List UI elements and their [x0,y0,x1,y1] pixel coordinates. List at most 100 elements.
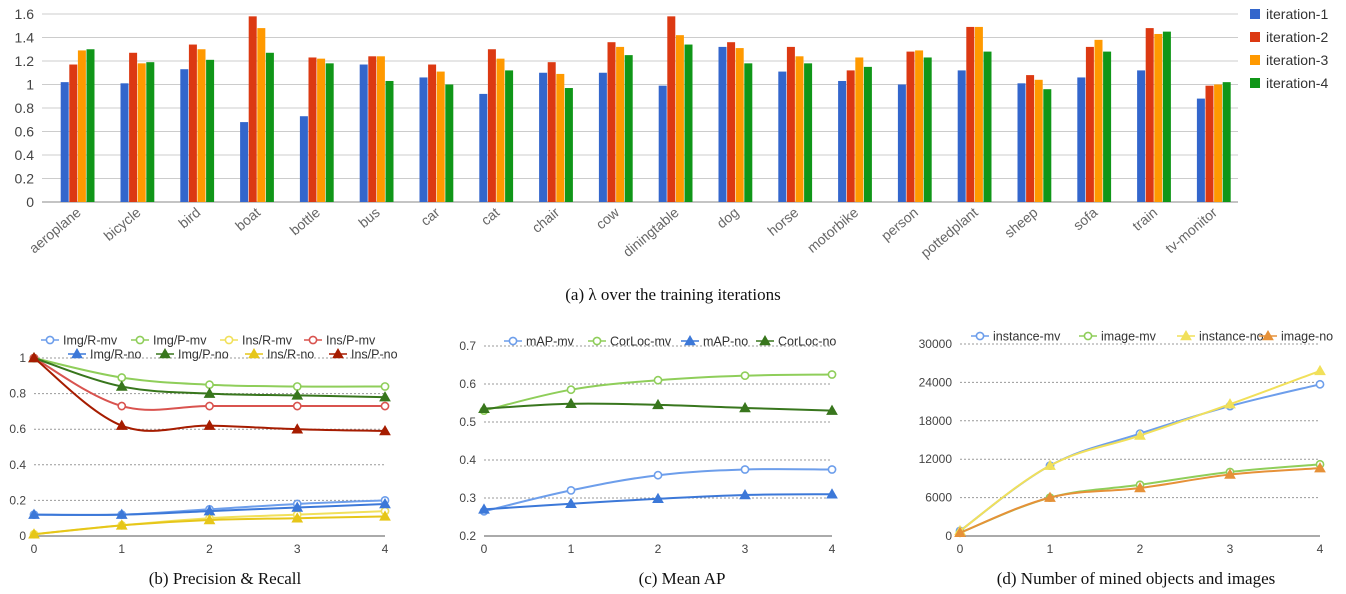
legend-label: iteration-4 [1266,75,1328,91]
y-tick-label: 0.2 [9,493,26,507]
bar [299,116,308,202]
bar [744,63,753,202]
data-point [203,513,216,525]
legend-label: mAP-no [703,335,748,349]
legend-label: CorLoc-no [778,335,836,349]
bar [1137,70,1146,203]
bar [146,62,155,202]
data-point [1315,379,1325,389]
data-point [1044,459,1056,470]
x-tick-label: bird [175,204,203,231]
data-point [380,382,390,391]
bar [240,122,249,202]
legend-swatch [1250,32,1260,42]
x-tick-label: 0 [481,542,488,556]
legend-marker [1180,329,1192,341]
y-tick-label: 0.2 [459,529,476,543]
bar [539,72,548,202]
bar [795,56,804,202]
y-tick-label: 0.7 [459,339,476,353]
data-point [117,373,127,382]
y-tick-label: 0.8 [9,387,26,401]
data-point [652,398,664,410]
bar [675,35,684,203]
y-tick-label: 1 [26,77,34,93]
y-tick-label: 0 [19,529,26,543]
bar [60,82,69,202]
bar [436,71,445,202]
series-line [959,467,1321,534]
x-tick-label: sheep [1001,204,1041,241]
bar [718,46,727,203]
bar [616,46,625,203]
bar [197,49,206,202]
x-tick-label: horse [764,204,801,239]
bar [206,59,215,203]
legend-label: mAP-mv [526,335,575,349]
x-tick-label: diningtable [620,204,682,260]
data-point [292,401,302,411]
y-tick-label: 0.6 [9,422,26,436]
bar [915,50,924,202]
legend-swatch [1250,55,1260,65]
bar [906,51,915,202]
y-tick-label: 0.6 [15,124,35,140]
bar [846,70,855,203]
legend-label: Ins/R-mv [242,334,293,348]
x-tick-label: bottle [287,204,324,238]
data-point [1314,462,1326,473]
bar [778,71,787,202]
bar [188,44,197,202]
data-point [565,497,577,508]
bar [607,42,616,203]
x-tick-label: person [878,204,921,244]
caption-c: (c) Mean AP [639,569,726,588]
data-point [652,492,664,504]
bar [1154,33,1163,202]
legend-marker [308,335,318,345]
legend-marker [71,347,83,359]
data-point [292,382,302,391]
bar [496,58,505,203]
data-point [478,402,490,413]
legend-label: Img/P-mv [153,334,207,348]
data-point [826,404,838,415]
x-tick-label: dog [713,204,741,231]
bar [957,70,966,203]
x-tick-label: sofa [1070,204,1101,233]
bar [479,93,488,202]
bar [137,63,146,202]
y-tick-label: 1.6 [15,6,35,22]
bar [1077,77,1086,202]
x-tick-label: 0 [31,542,38,556]
bar [69,64,78,203]
y-tick-label: 0 [26,194,34,210]
data-point [115,380,128,391]
x-tick-label: 3 [1227,542,1234,556]
bar [556,73,565,202]
x-tick-label: 2 [655,542,662,556]
data-point [566,385,576,395]
data-point [653,375,663,385]
y-tick-label: 0.6 [459,377,476,391]
legend-label: instance-mv [993,330,1061,344]
legend-label: Img/R-mv [63,334,118,348]
data-point [379,510,391,521]
bar [658,85,667,202]
x-tick-label: tv-monitor [1162,204,1220,256]
legend-label: CorLoc-mv [610,335,672,349]
bar [1085,46,1094,203]
x-tick-label: 4 [829,542,836,556]
data-point [954,526,966,538]
legend-label: Ins/P-no [351,348,398,362]
legend-swatch [1250,9,1260,19]
data-point [205,401,214,411]
data-point [117,401,127,411]
bar [428,64,437,203]
y-tick-label: 0.2 [15,171,35,187]
y-tick-label: 6000 [925,491,952,505]
x-tick-label: aeroplane [26,204,84,256]
x-tick-label: 2 [206,542,213,556]
bar [1162,31,1171,202]
bar [248,16,257,202]
